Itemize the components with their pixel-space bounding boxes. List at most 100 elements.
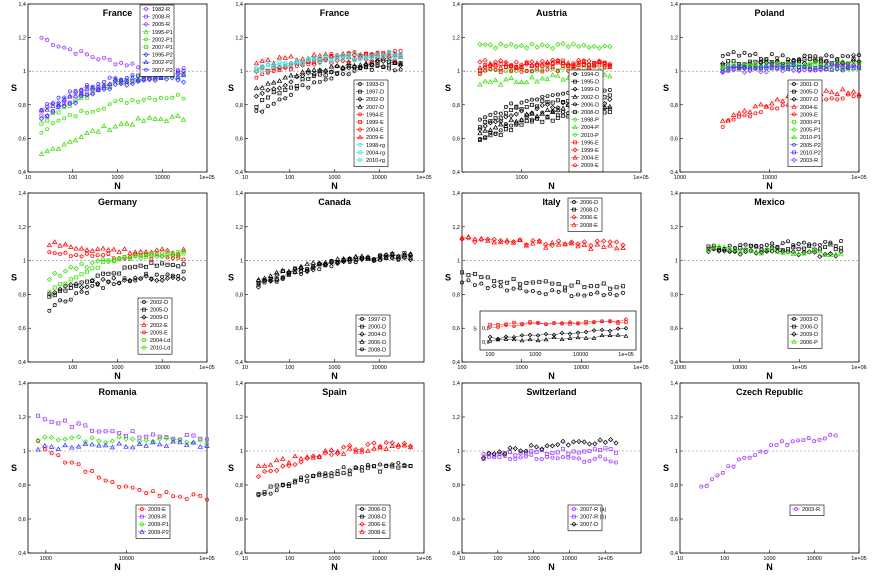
data-point: [822, 436, 827, 441]
data-point: [133, 278, 138, 283]
data-point: [72, 137, 79, 143]
data-point: [253, 93, 260, 99]
data-point: [380, 54, 386, 61]
plot-frame: [27, 3, 208, 173]
data-point: [555, 69, 560, 74]
inset-data-point: [495, 337, 501, 342]
x-tick-label: 1e+05: [851, 175, 866, 181]
series-line: [49, 275, 184, 295]
data-point: [276, 78, 283, 83]
y-tick-label: 1,4: [452, 191, 460, 197]
data-point: [335, 260, 340, 265]
data-point: [294, 73, 300, 78]
data-point: [79, 87, 84, 92]
x-tick-label: 1e+05: [199, 365, 214, 371]
data-point: [594, 238, 600, 244]
data-point: [524, 289, 529, 294]
legend-label: 1995-P2: [152, 53, 173, 59]
inset-y-tick-label: 0,6: [482, 340, 490, 346]
panel-title: Czech Republic: [736, 387, 803, 397]
data-point: [402, 252, 407, 257]
legend-label: 1998-P: [581, 118, 599, 124]
legend-label: 1995-P1: [152, 30, 173, 36]
data-point: [737, 53, 742, 58]
data-point: [602, 439, 608, 445]
data-point: [84, 247, 90, 252]
data-point: [42, 434, 48, 440]
data-point: [55, 446, 62, 451]
data-point: [84, 130, 90, 135]
data-point: [555, 59, 561, 65]
data-point: [150, 438, 156, 444]
inset-frame: [479, 310, 637, 351]
data-point: [127, 256, 133, 262]
data-point: [84, 264, 90, 270]
data-point: [363, 54, 369, 60]
data-point: [130, 73, 135, 78]
data-point: [116, 434, 122, 440]
data-point: [305, 479, 310, 484]
data-point: [170, 252, 176, 259]
data-point: [165, 250, 170, 255]
data-point: [465, 234, 472, 239]
data-point: [317, 261, 322, 266]
data-point: [311, 61, 317, 68]
data-point: [408, 464, 413, 468]
data-point: [170, 256, 175, 260]
legend-marker: [358, 120, 362, 124]
data-point: [602, 65, 607, 70]
data-point: [334, 63, 340, 69]
data-point: [780, 68, 786, 74]
legend-label: 2010-P1: [800, 135, 821, 141]
panel-title: Austria: [536, 8, 568, 18]
data-point: [398, 51, 403, 56]
data-point: [839, 86, 846, 92]
data-point: [101, 83, 107, 89]
data-point: [50, 103, 56, 108]
data-point: [560, 438, 566, 444]
data-point: [346, 59, 352, 65]
data-point: [304, 454, 310, 459]
data-point: [523, 451, 528, 456]
inset-data-point: [527, 332, 533, 338]
legend-label: 2009-E: [366, 135, 384, 141]
data-point: [503, 104, 508, 109]
data-point: [466, 278, 471, 283]
legend-label: 2009-E: [800, 112, 818, 118]
legend-label: 2008-D: [580, 208, 598, 214]
data-point: [737, 249, 743, 255]
data-point: [181, 66, 186, 71]
data-point: [138, 255, 144, 261]
legend-marker: [359, 521, 365, 527]
data-point: [845, 63, 851, 70]
legend: 1994-D1995-D1999-D2002-D2006-D2008-D1998…: [568, 69, 604, 173]
data-point: [253, 60, 260, 66]
data-point: [353, 448, 359, 454]
data-point: [758, 101, 764, 107]
data-point: [503, 69, 508, 74]
data-point: [503, 114, 509, 120]
data-point: [774, 96, 780, 102]
data-point: [62, 95, 67, 100]
data-point: [317, 52, 323, 58]
data-point: [802, 65, 807, 69]
data-point: [390, 255, 395, 260]
inset-data-point: [599, 332, 605, 338]
y-tick-label: 1,2: [235, 225, 243, 231]
inset-data-point: [575, 330, 581, 336]
data-point: [549, 59, 556, 65]
data-point: [780, 65, 785, 70]
data-point: [742, 246, 749, 252]
legend-marker: [143, 29, 149, 34]
x-tick-label: 100: [285, 365, 294, 371]
series-2009-e: [36, 439, 209, 502]
inset-data-point: [615, 326, 621, 331]
data-point: [159, 246, 165, 252]
legend-marker: [572, 124, 578, 130]
data-point: [47, 308, 52, 313]
data-point: [496, 449, 503, 455]
data-point: [497, 455, 502, 460]
legend-label: 2006-E: [580, 215, 598, 221]
data-point: [386, 59, 392, 65]
data-point: [838, 251, 844, 257]
